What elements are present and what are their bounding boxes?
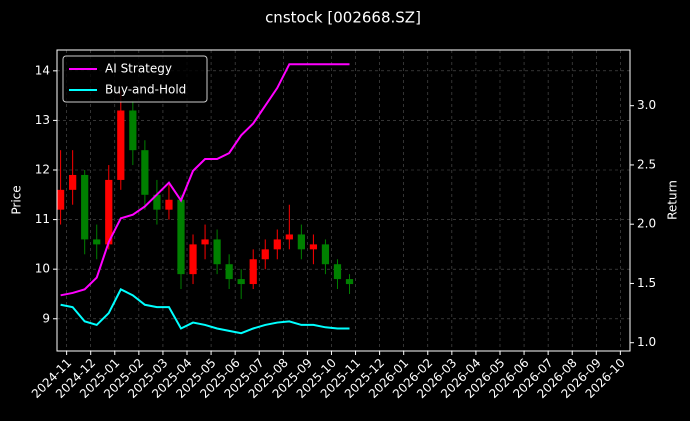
y-axis-label: Price [10,185,24,214]
y-tick-label: 13 [35,113,50,127]
candle-body [225,264,233,280]
candle-body [141,150,149,195]
candle-body [189,244,197,275]
legend-box [62,55,208,103]
candle-body [105,179,113,245]
candle-body [213,239,221,265]
candle-body [273,239,281,250]
candle-body [297,234,305,250]
series-line [60,63,350,297]
y-tick-label: 10 [35,262,50,276]
candle-body [321,244,330,265]
candle-body [237,279,245,285]
legend-label: AI Strategy [105,62,172,76]
candle-body [81,174,89,240]
series-line [60,288,350,335]
candle-body [309,244,318,250]
candle-body [201,239,209,245]
candle-body [117,110,125,180]
y-tick-label: 9 [42,311,50,325]
y-tick-label: 14 [35,63,50,77]
candle-body [57,189,65,210]
candle-body [69,174,77,190]
candle-body [93,239,101,245]
y-tick-label: 11 [35,212,50,226]
candle-body [165,199,173,210]
legend-label: Buy-and-Hold [105,83,186,97]
candle-body [345,279,354,285]
chart-title: cnstock [002668.SZ] [265,9,421,27]
candle-body [249,259,257,285]
candle-body [129,110,137,151]
y2-tick-label: 2.0 [637,217,656,231]
y2-tick-label: 2.5 [637,157,656,171]
y2-tick-label: 1.5 [637,276,656,290]
plot-frame [56,49,631,352]
candle-body [333,264,342,280]
candle-body [261,249,269,260]
candle-body [153,194,161,210]
y2-axis-label: Return [666,180,680,220]
y-tick-label: 12 [35,163,50,177]
y2-tick-label: 1.0 [637,335,656,349]
candle-body [177,199,185,275]
y2-tick-label: 3.0 [637,98,656,112]
candle-body [285,234,293,240]
